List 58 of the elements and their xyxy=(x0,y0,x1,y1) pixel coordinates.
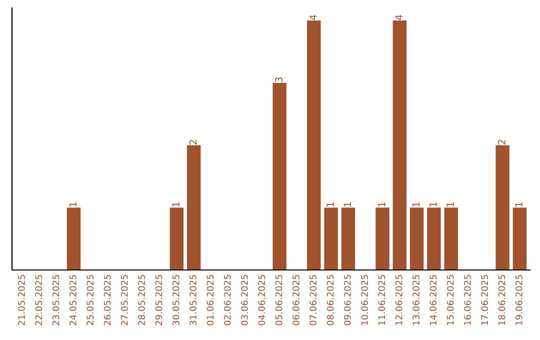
bar xyxy=(496,145,510,270)
bar xyxy=(376,208,390,270)
bar xyxy=(170,208,184,270)
bar xyxy=(444,208,458,270)
bar xyxy=(512,208,527,270)
bar xyxy=(427,208,441,270)
bar xyxy=(392,20,407,270)
x-tick-label: 01.06.2025 xyxy=(206,274,214,326)
data-label: 1 xyxy=(430,202,437,207)
x-tick-label: 21.05.2025 xyxy=(18,274,25,326)
x-tick-label: 16.06.2025 xyxy=(464,274,471,325)
x-tick-label: 27.05.2025 xyxy=(120,274,128,326)
data-label: 1 xyxy=(515,202,522,207)
x-tick-label: 10.06.2025 xyxy=(361,274,368,325)
data-label: 1 xyxy=(69,202,76,207)
bar xyxy=(341,208,356,270)
bar xyxy=(186,145,201,270)
x-tick-label: 25.05.2025 xyxy=(86,274,94,326)
x-tick-label: 02.06.2025 xyxy=(224,274,231,326)
x-tick-label: 26.05.2025 xyxy=(104,274,111,326)
bar xyxy=(410,208,424,270)
x-tick-label: 11.06.2025 xyxy=(378,274,386,325)
x-tick-label: 19.06.2025 xyxy=(516,274,522,325)
x-tick-label: 13.06.2025 xyxy=(412,274,420,325)
x-tick-label: 24.05.2025 xyxy=(70,274,76,326)
x-tick-label: 30.05.2025 xyxy=(172,274,180,326)
x-tick-label: 15.06.2025 xyxy=(446,274,454,325)
x-tick-label: 07.06.2025 xyxy=(310,274,316,326)
x-tick-label: 17.06.2025 xyxy=(481,274,488,325)
data-label: 1 xyxy=(412,202,420,207)
x-tick-label: 18.06.2025 xyxy=(498,274,506,325)
bar xyxy=(66,208,81,270)
data-label: 2 xyxy=(189,140,196,145)
bar xyxy=(272,82,286,270)
x-tick-label: 14.06.2025 xyxy=(430,274,437,325)
data-label: 4 xyxy=(309,14,317,20)
x-tick-label: 09.06.2025 xyxy=(344,274,351,326)
x-tick-label: 31.05.2025 xyxy=(190,274,196,326)
bar xyxy=(307,20,321,270)
data-label: 1 xyxy=(326,202,334,207)
data-label: 4 xyxy=(395,14,402,20)
x-tick-label: 22.05.2025 xyxy=(35,274,42,326)
data-label: 1 xyxy=(378,202,386,207)
x-tick-label: 23.05.2025 xyxy=(52,274,60,326)
x-tick-label: 05.06.2025 xyxy=(275,274,282,326)
data-label: 1 xyxy=(344,202,351,207)
data-label: 2 xyxy=(498,140,506,145)
data-label: 1 xyxy=(172,202,180,207)
x-tick-label: 29.05.2025 xyxy=(155,274,162,326)
data-label: 1 xyxy=(446,202,454,207)
x-tick-label: 03.06.2025 xyxy=(241,274,248,326)
x-tick-label: 08.06.2025 xyxy=(326,274,334,326)
x-tick-label: 06.06.2025 xyxy=(292,274,300,326)
x-tick-label: 28.05.2025 xyxy=(138,274,145,326)
x-tick-label: 04.06.2025 xyxy=(258,274,266,326)
data-label: 3 xyxy=(275,77,282,82)
x-tick-label: 12.06.2025 xyxy=(395,274,402,325)
bar xyxy=(324,208,338,270)
